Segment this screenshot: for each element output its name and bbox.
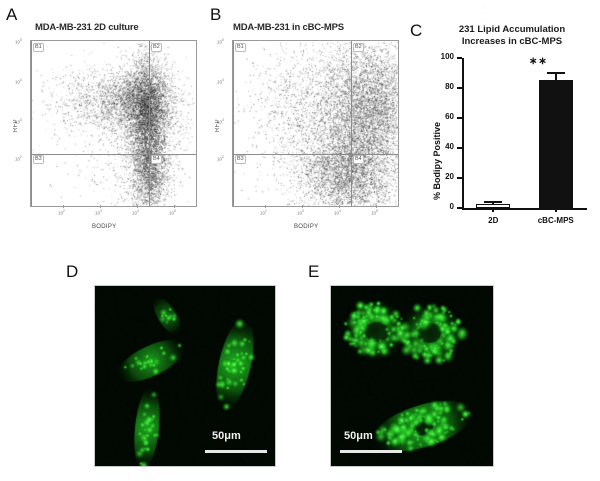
micrograph-image-d (95, 286, 275, 466)
panel-letter-b: B (210, 5, 222, 24)
error-bar-cbc-mps (554, 71, 557, 80)
panel-a-ytick-1: 104 (15, 78, 22, 85)
panel-b-xtick-1: 103 (297, 209, 304, 216)
gate-label-b3-a: B3 (33, 155, 44, 164)
panel-a-xtick-0: 102 (58, 209, 65, 216)
panel-b-ytick-2: 103 (217, 118, 224, 125)
bar-y-axis (462, 58, 464, 210)
panel-letter-e: E (308, 262, 320, 281)
panel-a-ylabel: RFP (13, 119, 19, 132)
bar-ytick-label-3: 60 (445, 112, 454, 121)
panel-b-ytick-0: 105 (217, 38, 224, 45)
panel-b-ytick-3: 102 (217, 155, 224, 162)
bar-ytick-mark-3 (457, 117, 462, 119)
micrograph-d (94, 285, 276, 467)
panel-b-xtick-3: 105 (371, 209, 378, 216)
panel-a-xtick-2: 104 (132, 209, 139, 216)
gate-label-b1-a: B1 (33, 43, 44, 52)
panel-a-xtick-mark-1 (100, 205, 101, 208)
faint-artifact: - - - - (482, 4, 487, 32)
panel-b-xtick-0: 102 (260, 209, 267, 216)
panel-letter-a: A (6, 5, 18, 24)
panel-b-title: MDA-MB-231 in cBC-MPS (233, 22, 344, 33)
gate-label-b3-b: B3 (235, 155, 246, 164)
bar-ytick-label-2: 40 (445, 142, 454, 151)
bar-ytick-label-4: 80 (445, 82, 454, 91)
gate-label-b4-a: B4 (151, 155, 162, 164)
bar-x-axis (462, 208, 587, 210)
flow-scatter-a (31, 41, 196, 206)
gate-label-b4-b: B4 (353, 155, 364, 164)
panel-b-xtick-mark-3 (376, 205, 377, 208)
significance-marker: ∗∗ (529, 56, 548, 67)
flow-plot-b (232, 40, 399, 207)
gate-divider-horizontal-b (233, 154, 398, 155)
bar-ytick-mark-5 (457, 57, 462, 59)
gate-border-left-a (31, 41, 32, 206)
error-cap-2d (484, 201, 503, 204)
bar-xtick-label-1: cBC-MPS (537, 216, 574, 225)
scalebar-label-e: 50μm (344, 430, 373, 442)
panel-a-xtick-mark-3 (174, 205, 175, 208)
panel-a-xlabel: BODIPY (92, 224, 117, 230)
panel-letter-d: D (66, 262, 79, 281)
error-cap-cbc-mps (546, 71, 565, 74)
bar-2d (476, 203, 511, 208)
panel-c-title-line1: 231 Lipid Accumulation (458, 24, 566, 35)
panel-b-xtick-mark-1 (302, 205, 303, 208)
micrograph-image-e (331, 286, 493, 466)
panel-a-ytick-2: 103 (15, 118, 22, 125)
gate-divider-horizontal-a (31, 154, 196, 155)
panel-b-xtick-2: 104 (334, 209, 341, 216)
panel-b-xtick-mark-2 (339, 205, 340, 208)
panel-b-xlabel: BODIPY (294, 224, 319, 230)
panel-c-title: 231 Lipid Accumulation Increases in cBC-… (428, 24, 596, 48)
bar-ytick-mark-1 (457, 177, 462, 179)
bar-ytick-label-5: 100 (440, 52, 454, 61)
scalebar-label-d: 50μm (212, 430, 241, 442)
gate-label-b2-a: B2 (151, 43, 162, 52)
bar-xtick-label-0: 2D (488, 216, 499, 225)
panel-b-ytick-1: 104 (217, 78, 224, 85)
panel-a-xtick-3: 105 (169, 209, 176, 216)
bar-chart-ylabel: % Bodipy Positive (432, 121, 442, 200)
scalebar-d (205, 450, 267, 453)
bar-ytick-mark-4 (457, 87, 462, 89)
bar-ytick-mark-2 (457, 147, 462, 149)
panel-a-title: MDA-MB-231 2D culture (35, 22, 139, 33)
bar-ytick-label-1: 20 (445, 172, 454, 181)
bar-ytick-mark-0 (457, 207, 462, 209)
panel-a-xtick-mark-2 (137, 205, 138, 208)
gate-divider-vertical-a (149, 41, 150, 206)
panel-letter-c: C (410, 21, 423, 40)
gate-border-left-b (233, 41, 234, 206)
panel-b-xtick-mark-0 (265, 205, 266, 208)
bar-xtick-mark-1 (554, 208, 557, 212)
micrograph-e (330, 285, 494, 467)
bar-chart-plot-area: 0 20 40 60 80 100 2D cBC-MPS (441, 52, 587, 225)
flow-scatter-b (233, 41, 398, 206)
panel-b-ylabel: RFP (215, 119, 221, 132)
panel-a-ytick-3: 102 (15, 155, 22, 162)
panel-a-ytick-0: 105 (15, 38, 22, 45)
bar-xtick-mark-0 (492, 208, 495, 212)
gate-divider-vertical-b (351, 41, 352, 206)
gate-label-b2-b: B2 (353, 43, 364, 52)
panel-c-title-line2: Increases in cBC-MPS (461, 36, 563, 47)
flow-plot-a (30, 40, 197, 207)
bar-cbc-mps (538, 79, 573, 208)
scalebar-e (340, 450, 402, 453)
bar-ytick-label-0: 0 (449, 202, 454, 211)
panel-a-xtick-mark-0 (63, 205, 64, 208)
gate-label-b1-b: B1 (235, 43, 246, 52)
panel-a-xtick-1: 103 (95, 209, 102, 216)
